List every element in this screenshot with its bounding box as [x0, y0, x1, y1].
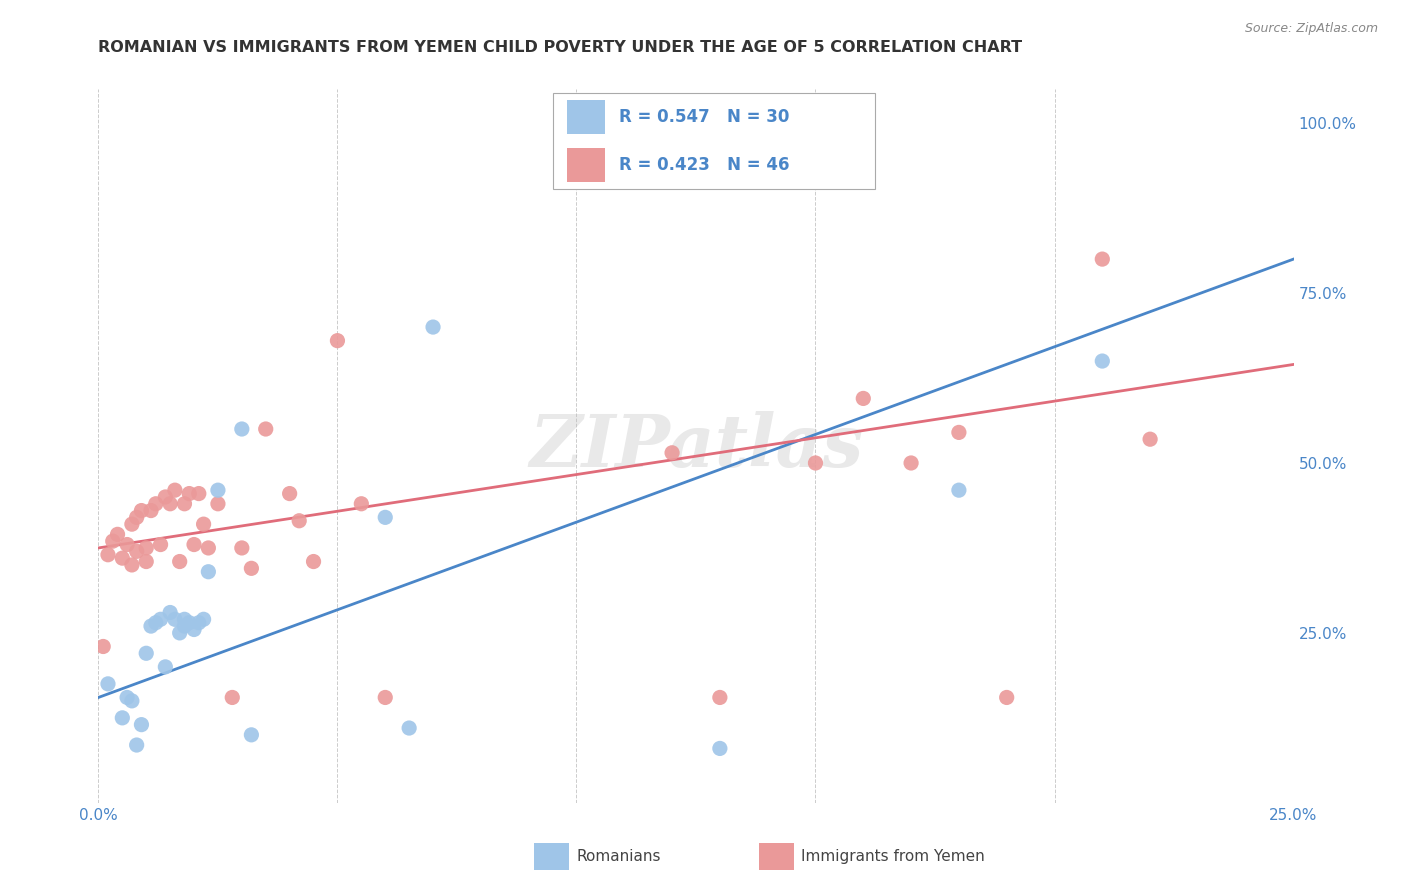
- Point: [101, 534, 124, 549]
- Point: [111, 551, 134, 566]
- Point: [145, 615, 167, 630]
- Point: [240, 728, 263, 742]
- Point: [125, 738, 148, 752]
- Point: [131, 717, 153, 731]
- Point: [240, 561, 263, 575]
- Bar: [567, 148, 605, 182]
- Point: [231, 541, 253, 555]
- Point: [139, 503, 162, 517]
- Point: [948, 483, 970, 498]
- Point: [125, 544, 148, 558]
- Point: [121, 558, 143, 572]
- Point: [179, 486, 201, 500]
- Text: Immigrants from Yemen: Immigrants from Yemen: [801, 849, 986, 863]
- Point: [163, 483, 186, 498]
- Point: [207, 497, 229, 511]
- Point: [187, 615, 209, 630]
- Point: [121, 694, 143, 708]
- Point: [948, 425, 970, 440]
- Point: [288, 514, 311, 528]
- Point: [995, 690, 1018, 705]
- Point: [149, 612, 172, 626]
- Point: [173, 619, 195, 633]
- Point: [187, 486, 209, 500]
- Point: [125, 510, 148, 524]
- Point: [97, 677, 120, 691]
- Point: [183, 623, 205, 637]
- Point: [155, 490, 177, 504]
- Point: [197, 541, 219, 555]
- Point: [131, 503, 153, 517]
- Point: [111, 711, 134, 725]
- Point: [852, 392, 875, 406]
- Point: [197, 565, 219, 579]
- Point: [97, 548, 120, 562]
- FancyBboxPatch shape: [553, 93, 875, 189]
- Text: R = 0.423   N = 46: R = 0.423 N = 46: [620, 156, 790, 174]
- Text: ROMANIAN VS IMMIGRANTS FROM YEMEN CHILD POVERTY UNDER THE AGE OF 5 CORRELATION C: ROMANIAN VS IMMIGRANTS FROM YEMEN CHILD …: [98, 40, 1022, 55]
- Point: [900, 456, 922, 470]
- Point: [231, 422, 253, 436]
- Point: [163, 612, 186, 626]
- Point: [709, 690, 731, 705]
- Point: [193, 517, 215, 532]
- Point: [1139, 432, 1161, 446]
- Point: [326, 334, 349, 348]
- Point: [183, 537, 205, 551]
- Point: [145, 497, 167, 511]
- Point: [155, 660, 177, 674]
- Point: [374, 690, 396, 705]
- Point: [115, 537, 138, 551]
- Text: Romanians: Romanians: [576, 849, 661, 863]
- Point: [302, 555, 325, 569]
- Point: [173, 612, 195, 626]
- Bar: [567, 100, 605, 134]
- Point: [221, 690, 243, 705]
- Point: [193, 612, 215, 626]
- Point: [149, 537, 172, 551]
- Point: [179, 615, 201, 630]
- Point: [135, 555, 157, 569]
- Point: [135, 541, 157, 555]
- Point: [374, 510, 396, 524]
- Point: [139, 619, 162, 633]
- Point: [159, 606, 181, 620]
- Point: [661, 446, 683, 460]
- Point: [1091, 354, 1114, 368]
- Point: [254, 422, 277, 436]
- Point: [115, 690, 138, 705]
- Text: R = 0.547   N = 30: R = 0.547 N = 30: [620, 108, 790, 126]
- Point: [159, 497, 181, 511]
- Point: [709, 741, 731, 756]
- Point: [398, 721, 420, 735]
- Point: [804, 456, 827, 470]
- Point: [91, 640, 114, 654]
- Point: [169, 555, 191, 569]
- Point: [135, 646, 157, 660]
- Point: [169, 626, 191, 640]
- Text: Source: ZipAtlas.com: Source: ZipAtlas.com: [1244, 22, 1378, 36]
- Point: [121, 517, 143, 532]
- Text: ZIPatlas: ZIPatlas: [529, 410, 863, 482]
- Point: [173, 497, 195, 511]
- Point: [350, 497, 373, 511]
- Point: [278, 486, 301, 500]
- Point: [422, 320, 444, 334]
- Point: [107, 527, 129, 541]
- Point: [207, 483, 229, 498]
- Point: [1091, 252, 1114, 266]
